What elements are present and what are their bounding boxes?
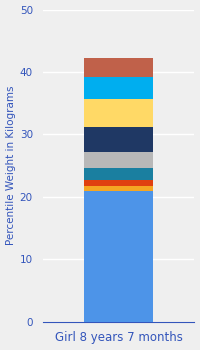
Bar [84,99,153,127]
Bar [84,180,153,186]
Bar [84,58,153,77]
Y-axis label: Percentile Weight in Kilograms: Percentile Weight in Kilograms [6,86,16,245]
Bar [84,127,153,152]
Bar [84,186,153,191]
Bar [84,77,153,99]
Bar [84,191,153,322]
Bar [84,168,153,180]
Bar [84,152,153,168]
